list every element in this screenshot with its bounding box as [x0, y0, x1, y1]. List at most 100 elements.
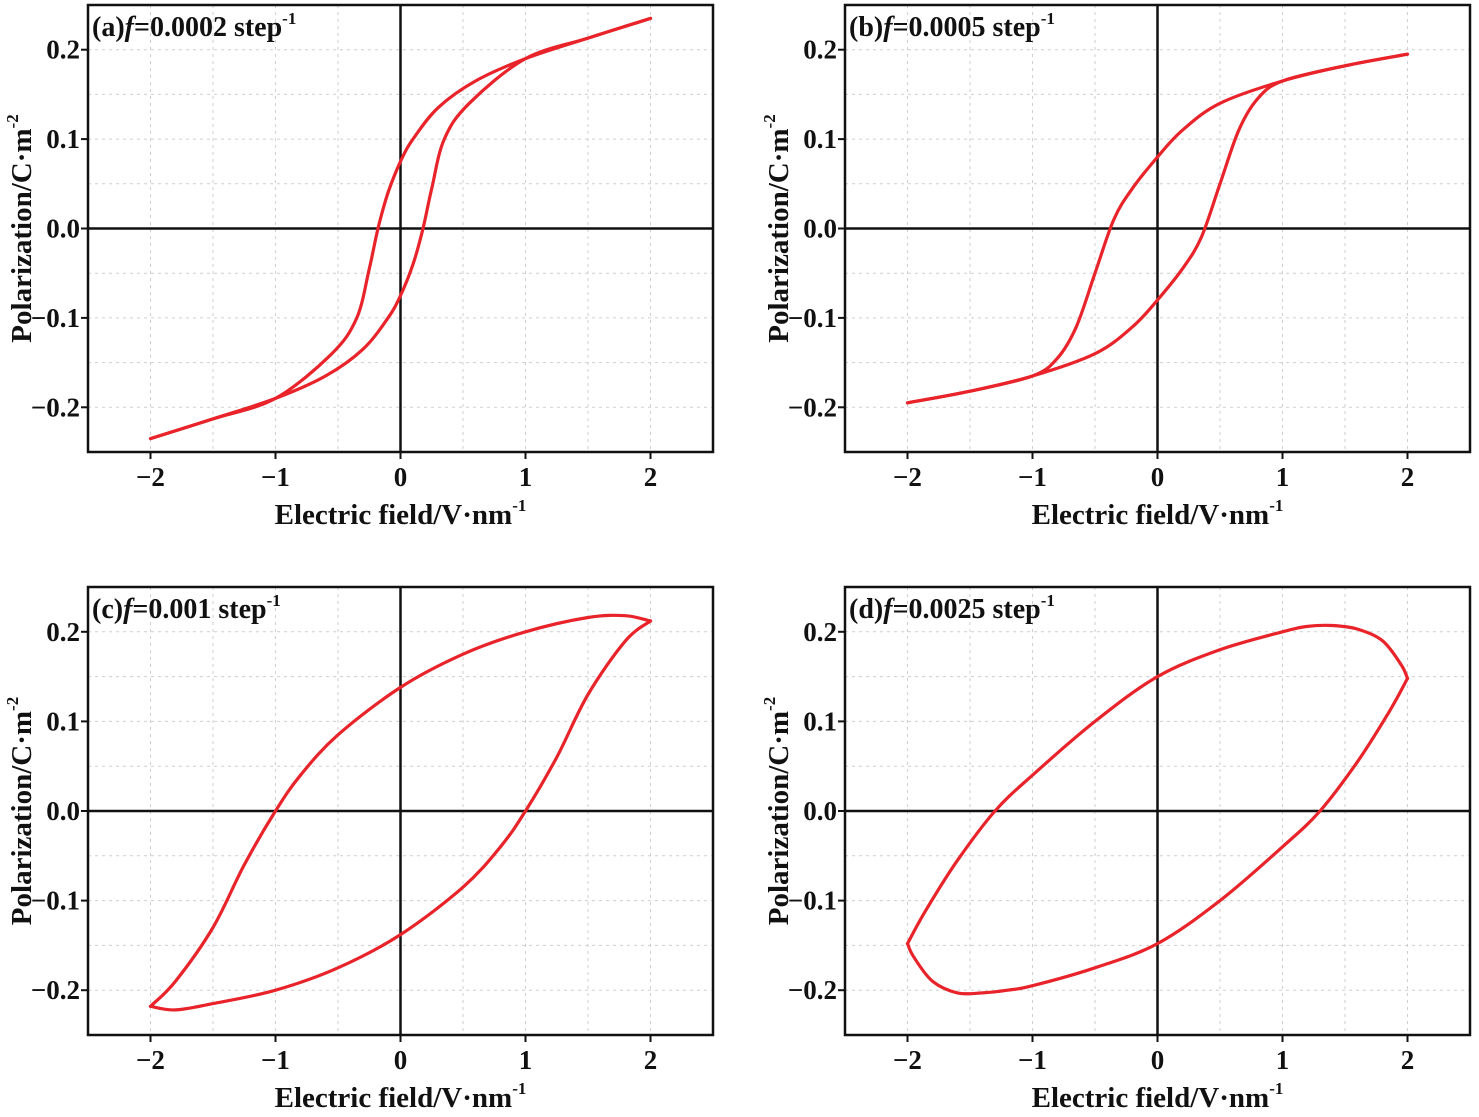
- x-axis-label: Electric field/V·nm-1: [275, 1079, 527, 1114]
- y-tick-label: 0.0: [46, 214, 80, 244]
- y-tick-label: 0.2: [46, 617, 80, 647]
- y-tick-label: 0.2: [803, 35, 837, 65]
- y-tick-label: 0.2: [46, 35, 80, 65]
- y-tick-label: −0.2: [31, 392, 80, 422]
- y-tick-label: −0.2: [31, 975, 80, 1005]
- hysteresis-branch-descending: [148, 613, 653, 1008]
- x-tick-label: 2: [1401, 462, 1415, 492]
- y-tick-label: 0.1: [803, 124, 837, 154]
- y-axis-label-exponent: -2: [3, 697, 22, 711]
- x-axis-label: Electric field/V·nm-1: [1032, 496, 1284, 531]
- panel-variable: f: [125, 12, 137, 43]
- x-tick-label: 0: [394, 462, 408, 492]
- y-tick-label: 0.1: [803, 706, 837, 736]
- y-axis-label: Polarization/C·m-2: [760, 697, 795, 925]
- x-axis-label: Electric field/V·nm-1: [275, 496, 527, 531]
- panel-frequency-exponent: -1: [267, 591, 281, 610]
- y-tick-label: −0.1: [31, 303, 80, 333]
- y-tick-label: −0.1: [31, 886, 80, 916]
- panel-a: −2 −1 0 1 2 −0.2 −0.1 0.0 0.1 0.2 (a)f=0.0002 step…: [3, 3, 715, 531]
- panel-letter: (a): [92, 12, 125, 43]
- panel-frequency: =0.0002 step: [134, 12, 282, 43]
- x-tick-label: −2: [893, 1045, 922, 1075]
- panel-label: (b)f=0.0005 step-1: [849, 9, 1055, 43]
- y-axis-label-exponent: -2: [3, 114, 22, 128]
- x-tick-label: −2: [893, 462, 922, 492]
- y-axis-label-text: Polarization/C·m: [763, 128, 795, 342]
- y-tick-label: 0.1: [46, 124, 80, 154]
- panel-b: −2 −1 0 1 2 −0.2 −0.1 0.0 0.1 0.2 (b)f=0.0005 step…: [760, 3, 1472, 531]
- x-tick-label: 0: [1151, 462, 1165, 492]
- y-axis-label-exponent: -2: [760, 114, 779, 128]
- hysteresis-branch-ascending: [905, 52, 1410, 405]
- y-tick-label: 0.0: [803, 214, 837, 244]
- panel-letter: (c): [92, 594, 123, 625]
- x-tick-label: 1: [519, 1045, 533, 1075]
- panel-label: (d)f=0.0025 step-1: [849, 591, 1055, 625]
- y-axis-label: Polarization/C·m-2: [3, 114, 38, 342]
- x-tick-label: 0: [1151, 1045, 1165, 1075]
- x-tick-label: 1: [1276, 1045, 1290, 1075]
- hysteresis-branch-ascending: [148, 619, 653, 1012]
- y-tick-label: 0.0: [803, 796, 837, 826]
- y-tick-label: −0.1: [788, 303, 837, 333]
- x-tick-label: 1: [1276, 462, 1290, 492]
- hysteresis-branch-descending: [905, 623, 1410, 946]
- panel-label: (a)f=0.0002 step-1: [92, 9, 296, 43]
- y-tick-label: 0.1: [46, 706, 80, 736]
- y-axis-label: Polarization/C·m-2: [3, 697, 38, 925]
- y-axis-label-text: Polarization/C·m: [6, 128, 38, 342]
- x-axis-label-exponent: -1: [512, 496, 526, 515]
- x-tick-label: −1: [1018, 1045, 1047, 1075]
- grid: [88, 5, 713, 452]
- y-tick-label: −0.2: [788, 975, 837, 1005]
- y-tick-label: 0.2: [803, 617, 837, 647]
- hysteresis-branch-ascending: [905, 676, 1410, 996]
- x-tick-label: 1: [519, 462, 533, 492]
- panel-label: (c)f=0.001 step-1: [92, 591, 281, 625]
- x-axis-label-text: Electric field/V·nm: [275, 499, 513, 531]
- x-axis-label-exponent: -1: [1269, 496, 1283, 515]
- y-axis-label: Polarization/C·m-2: [760, 114, 795, 342]
- plot-frame: [843, 585, 1472, 1037]
- panel-frequency: =0.001 step: [132, 594, 266, 625]
- panel-variable: f: [883, 594, 895, 625]
- panel-c: −2 −1 0 1 2−0.2−0.10.00.10.2(c)f=0.001 step-…: [3, 585, 715, 1114]
- panel-variable: f: [883, 12, 895, 43]
- panel-frequency-exponent: -1: [1041, 9, 1055, 28]
- y-tick-label: −0.2: [788, 392, 837, 422]
- x-axis-label-text: Electric field/V·nm: [1032, 1082, 1270, 1114]
- panel-frequency: =0.0025 step: [893, 594, 1041, 625]
- x-axis-label-exponent: -1: [1269, 1079, 1283, 1098]
- hysteresis-branch-ascending: [148, 16, 653, 441]
- panel-d: −2 −1 0 1 2 −0.2 −0.1 0.0 0.1 0.2 (d)f=0.0025 step…: [760, 585, 1472, 1114]
- y-axis-label-text: Polarization/C·m: [6, 711, 38, 925]
- y-axis-label-text: Polarization/C·m: [763, 711, 795, 925]
- plot-frame: [843, 3, 1472, 454]
- y-tick-label: 0.0: [46, 796, 80, 826]
- x-axis-label: Electric field/V·nm-1: [1032, 1079, 1284, 1114]
- x-tick-label: −1: [261, 1045, 290, 1075]
- plot-frame: [86, 585, 715, 1037]
- x-tick-label: −1: [261, 462, 290, 492]
- x-tick-label: 2: [1401, 1045, 1415, 1075]
- x-axis-label-text: Electric field/V·nm: [275, 1082, 513, 1114]
- plot-frame: [86, 3, 715, 454]
- panel-frequency: =0.0005 step: [893, 12, 1041, 43]
- panel-frequency-exponent: -1: [282, 9, 296, 28]
- x-tick-label: 2: [644, 1045, 658, 1075]
- x-tick-label: −2: [136, 462, 165, 492]
- x-tick-label: −2: [136, 1045, 165, 1075]
- panel-frequency-exponent: -1: [1041, 591, 1055, 610]
- panel-variable: f: [123, 594, 135, 625]
- x-axis-label-text: Electric field/V·nm: [1032, 499, 1270, 531]
- x-tick-label: 2: [644, 462, 658, 492]
- y-axis-label-exponent: -2: [760, 697, 779, 711]
- x-tick-label: 0: [394, 1045, 408, 1075]
- panel-letter: (b): [849, 12, 883, 43]
- x-axis-label-exponent: -1: [512, 1079, 526, 1098]
- y-tick-label: −0.1: [788, 886, 837, 916]
- panel-letter: (d): [849, 594, 883, 625]
- x-tick-label: −1: [1018, 462, 1047, 492]
